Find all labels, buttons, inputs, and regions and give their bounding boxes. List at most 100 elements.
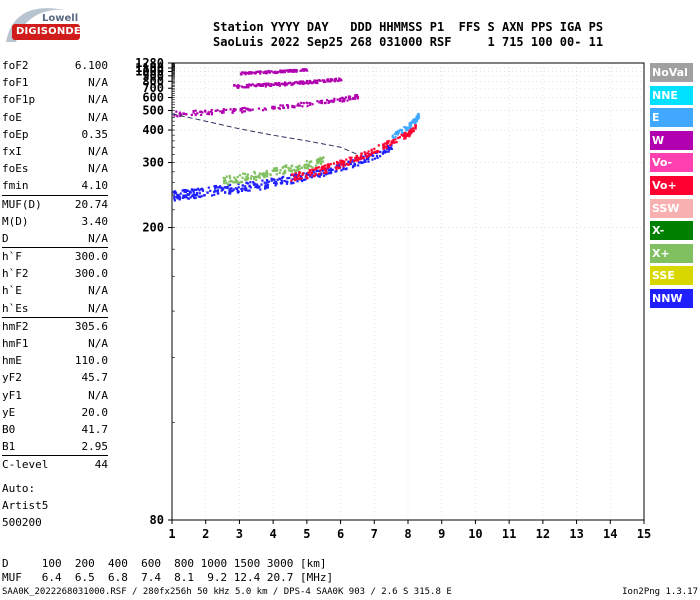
echo-point: [298, 168, 301, 171]
echo-point: [248, 185, 251, 188]
echo-point: [267, 180, 270, 183]
echo-point: [337, 161, 340, 164]
param-value: 4.10: [81, 179, 109, 193]
echo-point: [306, 104, 309, 108]
echo-point: [247, 176, 250, 179]
echo-point: [210, 111, 214, 115]
logo-text-lowell: Lowell: [42, 13, 79, 24]
echo-point: [329, 163, 332, 166]
legend-item-nnw: NNW: [650, 288, 693, 308]
echo-point: [349, 158, 352, 161]
echo-point: [173, 199, 176, 202]
echo-point: [403, 126, 406, 129]
header-line-values: SaoLuis 2022 Sep25 268 031000 RSF 1 715 …: [213, 35, 604, 49]
echo-point: [349, 97, 352, 101]
echo-point: [387, 150, 390, 153]
echo-point: [324, 80, 327, 83]
echo-point: [245, 86, 248, 89]
echo-point: [269, 83, 272, 86]
echo-point: [243, 178, 246, 181]
echo-point: [406, 128, 409, 132]
echo-point: [252, 181, 255, 184]
echo-point: [381, 152, 384, 155]
echo-point: [356, 97, 359, 100]
echo-point: [245, 178, 248, 181]
echo-point: [337, 164, 340, 168]
echo-point: [229, 183, 232, 186]
echo-point: [372, 154, 375, 157]
echo-point: [207, 111, 210, 114]
echo-point: [326, 164, 329, 168]
echo-point: [306, 163, 309, 166]
echo-point: [268, 71, 271, 74]
echo-point: [317, 79, 321, 82]
echo-point: [241, 107, 244, 110]
echo-point: [305, 174, 308, 177]
echo-point: [392, 138, 395, 141]
echo-point: [306, 177, 309, 180]
echo-point: [354, 157, 357, 160]
echo-point: [211, 194, 214, 197]
echo-point: [334, 170, 337, 173]
echo-point: [271, 83, 274, 86]
echo-point: [184, 189, 187, 192]
echo-point: [275, 166, 278, 170]
echo-point: [249, 186, 252, 189]
echo-point: [187, 197, 190, 200]
echo-point: [365, 156, 368, 159]
echo-point: [297, 174, 300, 178]
param-separator: [2, 455, 108, 457]
echo-point: [184, 195, 187, 199]
echo-point: [216, 186, 219, 189]
echo-point: [280, 179, 283, 182]
echo-point: [348, 156, 351, 159]
echo-point: [327, 100, 330, 103]
auto-program: Artist5: [2, 499, 49, 512]
y-tick-label: 700: [142, 81, 164, 95]
echo-point: [338, 99, 341, 102]
echo-point: [311, 103, 314, 106]
echo-point: [246, 178, 249, 181]
echo-point: [359, 157, 362, 160]
echo-point: [274, 181, 278, 184]
echo-point: [270, 70, 273, 73]
echo-point: [286, 177, 289, 180]
echo-point: [376, 156, 379, 159]
echo-point: [256, 83, 259, 86]
echo-point: [371, 158, 374, 161]
echo-point: [299, 175, 302, 178]
echo-point: [290, 69, 293, 73]
echo-point: [266, 185, 269, 188]
echo-point: [219, 110, 222, 113]
echo-point: [290, 180, 293, 183]
echo-point: [248, 83, 251, 86]
echo-point: [291, 173, 294, 176]
echo-point: [371, 151, 374, 154]
echo-point: [373, 157, 376, 160]
echo-point: [261, 84, 264, 87]
y-tick-label: 500: [142, 104, 164, 118]
echo-point: [271, 105, 274, 108]
echo-point: [249, 83, 253, 86]
echo-point: [305, 80, 309, 83]
echo-point: [329, 168, 332, 171]
echo-point: [188, 193, 191, 196]
echo-point: [326, 79, 329, 82]
echo-point: [367, 154, 370, 158]
echo-point: [280, 70, 283, 73]
echo-point: [316, 100, 319, 103]
param-row: foF1 N/A: [2, 74, 108, 91]
echo-point: [280, 176, 284, 179]
echo-point: [308, 81, 312, 84]
echo-point: [235, 181, 238, 184]
echo-point: [239, 107, 242, 110]
param-row: B1 2.95: [2, 438, 108, 455]
param-row: h`F 300.0: [2, 248, 108, 265]
echo-point: [240, 180, 243, 183]
echo-point: [269, 173, 272, 176]
echo-point: [397, 129, 400, 133]
echo-point: [254, 176, 257, 179]
echo-point: [231, 110, 234, 113]
logo-text-digisonde: DIGISONDE: [16, 26, 81, 37]
echo-point: [340, 79, 343, 82]
